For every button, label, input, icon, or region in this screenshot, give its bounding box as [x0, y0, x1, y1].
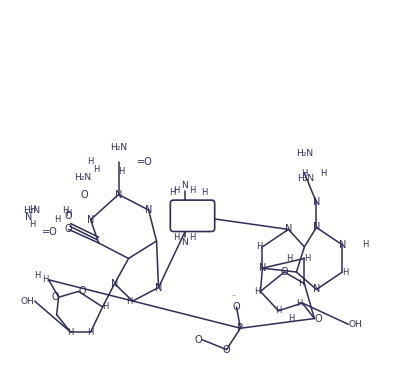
Text: H: H: [173, 186, 180, 195]
Text: H: H: [298, 279, 304, 288]
Text: H₂N: H₂N: [24, 205, 41, 214]
Text: =O: =O: [137, 156, 152, 166]
Text: O: O: [314, 314, 322, 324]
Text: H: H: [256, 242, 262, 251]
Text: O: O: [79, 286, 86, 296]
Text: O: O: [195, 335, 203, 345]
Text: OH: OH: [348, 320, 362, 329]
Text: H: H: [169, 188, 176, 197]
Text: N: N: [181, 238, 188, 247]
Text: H₂N: H₂N: [296, 149, 313, 158]
Text: N: N: [115, 189, 122, 200]
Text: H: H: [296, 298, 302, 308]
Text: P: P: [237, 323, 243, 333]
Text: H: H: [87, 157, 94, 166]
Text: H: H: [67, 328, 74, 336]
Text: H: H: [169, 205, 176, 214]
Text: H: H: [320, 169, 327, 178]
Text: H₂N: H₂N: [74, 173, 91, 182]
Text: H₂N: H₂N: [297, 175, 314, 184]
Text: H: H: [189, 233, 196, 242]
Text: =O: =O: [42, 228, 58, 238]
Text: H: H: [30, 220, 36, 229]
Text: Pt: Pt: [187, 211, 198, 221]
Text: OH: OH: [21, 296, 34, 306]
Text: O: O: [51, 292, 59, 302]
Text: H: H: [304, 254, 311, 263]
Text: N: N: [285, 224, 292, 235]
Text: H₂N: H₂N: [110, 144, 127, 152]
Text: H: H: [342, 268, 349, 277]
FancyBboxPatch shape: [170, 200, 215, 231]
Text: H: H: [119, 167, 125, 176]
Text: H: H: [30, 205, 36, 214]
Text: N: N: [25, 212, 32, 222]
Text: ⁻: ⁻: [232, 293, 236, 302]
Text: N: N: [313, 284, 320, 294]
Text: N: N: [313, 223, 320, 233]
Text: N: N: [313, 197, 320, 207]
Text: N: N: [259, 263, 266, 273]
Text: H: H: [54, 215, 61, 224]
Text: H: H: [201, 205, 208, 214]
Text: H: H: [254, 287, 260, 296]
Text: O: O: [81, 189, 89, 200]
Text: H: H: [288, 314, 295, 323]
Text: H: H: [87, 328, 94, 336]
Text: H: H: [201, 188, 208, 197]
Text: H: H: [62, 205, 69, 214]
Text: O: O: [223, 345, 230, 354]
Text: H: H: [189, 186, 196, 195]
Text: N: N: [339, 240, 346, 250]
Text: H: H: [363, 240, 369, 249]
Text: H: H: [34, 272, 41, 280]
Text: H: H: [93, 165, 100, 174]
Text: O: O: [233, 302, 240, 312]
Text: H: H: [301, 169, 308, 178]
Text: O: O: [65, 211, 73, 221]
Text: O: O: [281, 267, 288, 277]
Text: H: H: [65, 209, 72, 218]
Text: H: H: [42, 275, 49, 284]
Text: H: H: [286, 254, 292, 263]
Text: H: H: [126, 296, 133, 306]
Text: N: N: [111, 279, 118, 289]
Text: N: N: [181, 182, 188, 191]
Text: N: N: [155, 282, 162, 293]
Text: O: O: [65, 224, 73, 235]
Text: H: H: [103, 302, 109, 312]
Text: H: H: [173, 233, 180, 242]
Text: H: H: [275, 306, 282, 315]
Text: N: N: [145, 205, 152, 215]
Text: N: N: [87, 215, 94, 225]
